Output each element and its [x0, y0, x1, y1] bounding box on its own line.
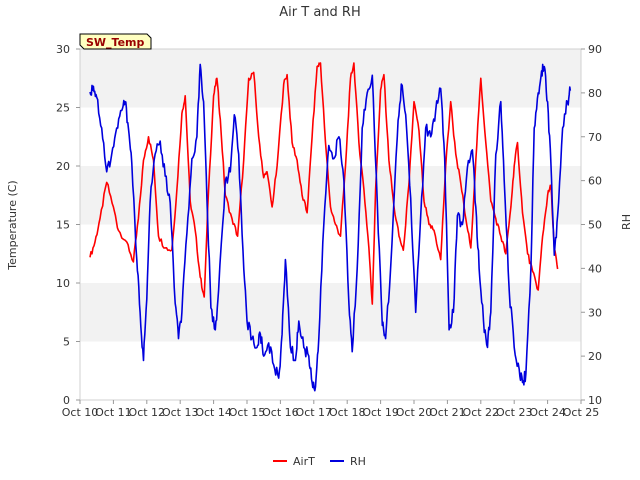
x-tick-label: Oct 16: [262, 406, 299, 419]
background-band: [80, 283, 581, 342]
background-band: [80, 166, 581, 225]
x-tick-label: Oct 13: [162, 406, 199, 419]
site-badge: SW_Temp: [79, 33, 152, 50]
y-axis-label: Temperature (C): [6, 180, 19, 270]
x-tick-label: Oct 25: [563, 406, 600, 419]
x-tick-label: Oct 15: [229, 406, 266, 419]
background-band: [80, 49, 581, 108]
right-axis: 10 20 30 40 50 60 70 80 90: [581, 43, 602, 407]
y2-tick-label: 50: [588, 219, 602, 232]
y-tick-label: 30: [56, 43, 70, 56]
y-tick-label: 5: [63, 336, 70, 349]
x-tick-label: Oct 21: [429, 406, 466, 419]
x-tick-label: Oct 22: [463, 406, 500, 419]
x-tick-label: Oct 19: [362, 406, 399, 419]
y2-tick-label: 60: [588, 175, 602, 188]
x-tick-label: Oct 12: [129, 406, 166, 419]
x-tick-label: Oct 11: [95, 406, 132, 419]
y2-tick-label: 10: [588, 394, 602, 407]
background-bands: [80, 49, 581, 342]
chart-title: Air T and RH: [279, 5, 360, 20]
y2-tick-label: 30: [588, 306, 602, 319]
y2-tick-label: 20: [588, 350, 602, 363]
x-tick-label: Oct 23: [496, 406, 533, 419]
site-badge-label: SW_Temp: [86, 36, 145, 49]
y2-tick-label: 80: [588, 87, 602, 100]
y-tick-label: 0: [63, 394, 70, 407]
series-layer: [89, 62, 572, 392]
x-tick-label: Oct 14: [195, 406, 232, 419]
legend-airt-label: AirT: [293, 455, 315, 468]
y2-axis-label: RH: [620, 214, 633, 230]
y-tick-label: 10: [56, 277, 70, 290]
y2-tick-label: 40: [588, 262, 602, 275]
series-line-rh: [89, 63, 572, 392]
x-tick-label: Oct 20: [396, 406, 433, 419]
x-tick-label: Oct 17: [296, 406, 333, 419]
site-badge-box: [79, 33, 152, 50]
legend: AirT RH: [273, 455, 366, 468]
y2-tick-label: 70: [588, 131, 602, 144]
series-line-airt: [89, 62, 559, 305]
legend-rh-label: RH: [350, 455, 366, 468]
y-tick-label: 15: [56, 219, 70, 232]
y-tick-label: 20: [56, 160, 70, 173]
y2-tick-label: 90: [588, 43, 602, 56]
x-tick-label: Oct 18: [329, 406, 366, 419]
y-tick-label: 25: [56, 102, 70, 115]
left-axis: 0 5 10 15 20 25 30: [56, 43, 80, 407]
x-tick-label: Oct 24: [529, 406, 566, 419]
x-tick-label: Oct 10: [62, 406, 99, 419]
